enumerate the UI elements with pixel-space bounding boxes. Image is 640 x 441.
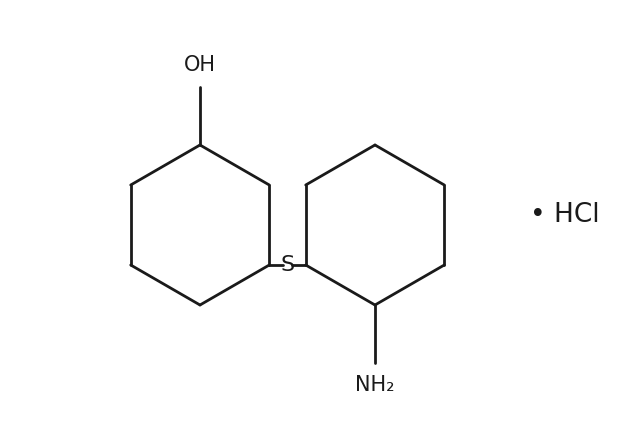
Text: S: S [280,255,294,275]
Text: NH₂: NH₂ [355,375,395,395]
Text: • HCl: • HCl [530,202,600,228]
Text: OH: OH [184,55,216,75]
